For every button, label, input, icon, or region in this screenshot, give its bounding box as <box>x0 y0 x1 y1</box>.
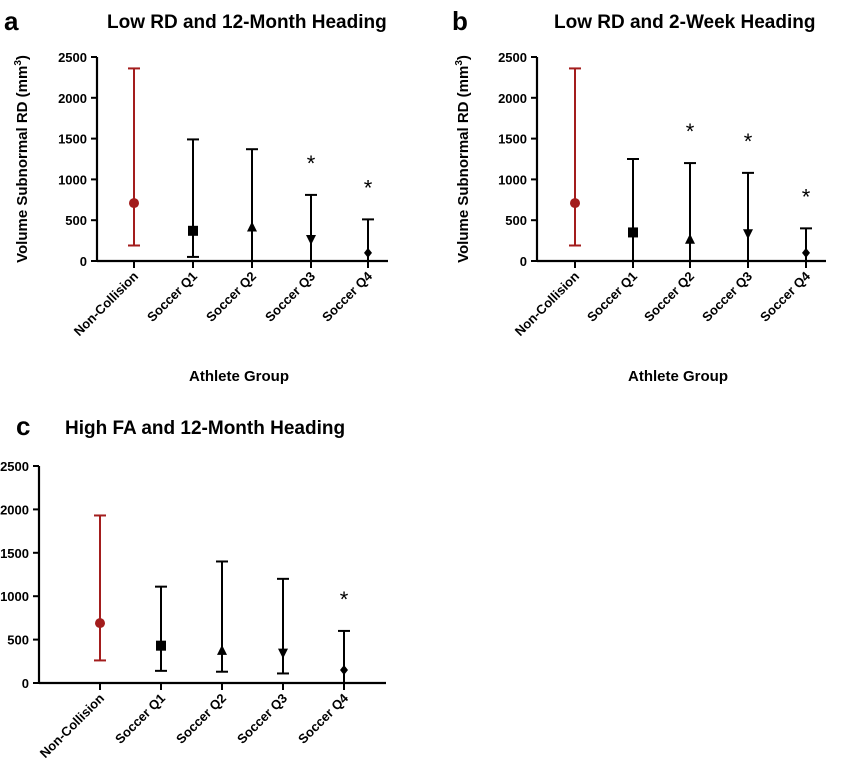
median-marker-diamond <box>802 247 810 258</box>
significance-marker: * <box>802 184 811 209</box>
error-bar-group: * <box>305 151 317 261</box>
x-tick-label: Soccer Q2 <box>641 269 697 325</box>
x-tick-label: Soccer Q1 <box>144 269 200 325</box>
y-tick-label: 1000 <box>0 589 29 604</box>
significance-marker: * <box>744 129 753 154</box>
y-axis-label-text: Volume Subnormal RD (mm <box>14 66 31 263</box>
y-tick-label: 2000 <box>0 502 29 517</box>
panel-b: b Low RD and 2-Week Heading 0 500 1000 1500 20… <box>452 6 826 385</box>
median-marker-triangle-down <box>306 234 316 245</box>
y-tick-label: 2500 <box>0 459 29 474</box>
significance-marker: * <box>340 587 349 612</box>
y-tick-label: 1500 <box>498 132 527 147</box>
y-tick-label: 1500 <box>58 132 87 147</box>
error-bar-group <box>216 560 228 673</box>
x-axis-label: Athlete Group <box>189 368 289 385</box>
median-marker-square <box>188 225 198 236</box>
error-bar-group <box>277 577 289 675</box>
y-axis-label-superscript: 3 <box>13 60 24 66</box>
x-tick-label: Soccer Q2 <box>203 269 259 325</box>
median-marker-circle <box>95 618 105 629</box>
chart-title: Low RD and 12-Month Heading <box>107 12 387 33</box>
y-tick-label: 2500 <box>58 50 87 65</box>
y-axis-label: Volume Subnormal RD (mm3) <box>454 55 472 263</box>
error-bar-group <box>569 67 581 247</box>
x-tick-label: Soccer Q4 <box>295 690 352 747</box>
y-tick-label: 0 <box>80 254 87 269</box>
y-tick-label: 0 <box>22 676 29 691</box>
y-tick-label: 500 <box>7 633 29 648</box>
y-tick-label: 2500 <box>498 50 527 65</box>
error-bar-group <box>94 514 106 662</box>
error-bar-group <box>246 148 258 261</box>
significance-marker: * <box>364 175 373 200</box>
panel-letter: c <box>16 411 30 441</box>
median-marker-triangle-up <box>247 221 257 232</box>
panel-a: a Low RD and 12-Month Heading 0 500 1000 1500… <box>4 6 388 385</box>
significance-marker: * <box>307 151 316 176</box>
error-bar-group <box>155 585 167 672</box>
median-marker-circle <box>129 198 139 209</box>
y-axis-label-text: Volume Subnormal RD (mm <box>455 66 472 263</box>
x-tick-label: Soccer Q4 <box>319 268 376 325</box>
x-tick-label: Soccer Q2 <box>173 691 229 747</box>
x-tick-label: Soccer Q1 <box>112 691 168 747</box>
x-tick-label: Soccer Q1 <box>584 269 640 325</box>
error-bar-group <box>187 138 199 258</box>
median-marker-square <box>628 227 638 238</box>
y-tick-label: 1000 <box>58 172 87 187</box>
x-tick-label: Soccer Q3 <box>262 269 318 325</box>
error-bar-group <box>128 67 140 247</box>
panel-letter: a <box>4 6 19 36</box>
x-tick-label: Non-Collision <box>512 268 582 338</box>
y-tick-label: 1500 <box>0 546 29 561</box>
median-marker-triangle-down <box>743 229 753 240</box>
x-tick-label: Soccer Q3 <box>234 691 290 747</box>
y-tick-label: 500 <box>65 213 87 228</box>
median-marker-circle <box>570 198 580 209</box>
x-axis-label: Athlete Group <box>628 368 728 385</box>
error-bar-group: * <box>338 587 350 683</box>
panel-c: c High FA and 12-Month Heading 0 500 1000 150… <box>0 411 386 761</box>
y-axis-label: Volume Subnormal RD (mm3) <box>13 55 31 263</box>
error-bar-group: * <box>362 175 374 261</box>
chart-title: Low RD and 2-Week Heading <box>554 12 815 33</box>
y-axis-label-close: ) <box>14 55 31 60</box>
x-tick-label: Soccer Q4 <box>757 268 814 325</box>
median-marker-triangle-up <box>217 644 227 655</box>
error-bar-group: * <box>742 129 754 261</box>
y-axis-label-close: ) <box>455 55 472 60</box>
x-tick-label: Soccer Q3 <box>699 269 755 325</box>
x-tick-label: Non-Collision <box>37 690 107 760</box>
significance-marker: * <box>686 119 695 144</box>
error-bar-group <box>627 158 639 261</box>
y-tick-label: 2000 <box>58 91 87 106</box>
x-tick-label: Non-Collision <box>71 268 141 338</box>
median-marker-diamond <box>364 247 372 258</box>
y-axis-label-superscript: 3 <box>454 60 465 66</box>
error-bar-group: * <box>800 184 812 261</box>
median-marker-triangle-up <box>685 233 695 244</box>
chart-title: High FA and 12-Month Heading <box>65 418 345 439</box>
median-marker-triangle-down <box>278 648 288 659</box>
y-tick-label: 2000 <box>498 91 527 106</box>
error-bar-group: * <box>684 119 696 261</box>
median-marker-diamond <box>340 664 348 675</box>
y-tick-label: 1000 <box>498 172 527 187</box>
panel-letter: b <box>452 6 468 36</box>
median-marker-square <box>156 640 166 651</box>
y-tick-label: 500 <box>505 213 527 228</box>
y-tick-label: 0 <box>520 254 527 269</box>
